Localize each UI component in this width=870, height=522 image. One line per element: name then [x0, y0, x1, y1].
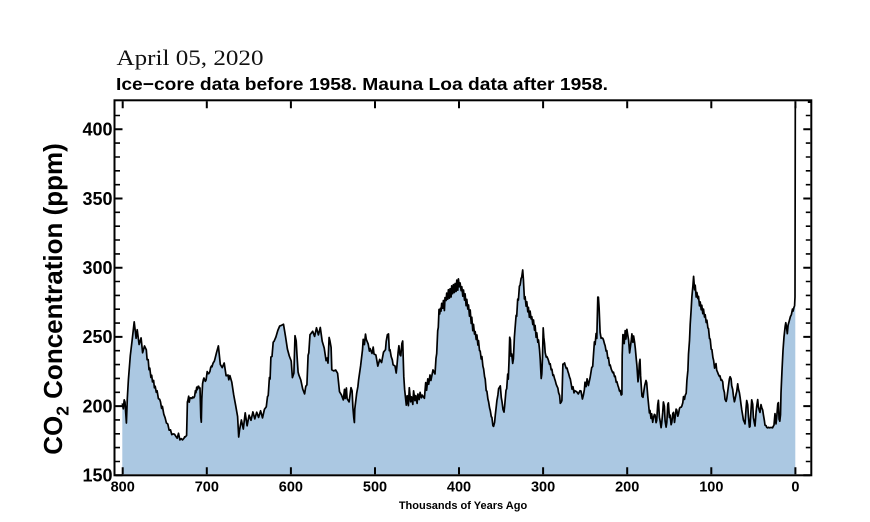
svg-text:0: 0: [791, 480, 799, 496]
svg-text:250: 250: [82, 327, 112, 347]
svg-text:300: 300: [82, 258, 112, 278]
svg-text:500: 500: [363, 480, 387, 496]
svg-text:300: 300: [531, 480, 555, 496]
svg-text:400: 400: [447, 480, 471, 496]
svg-text:600: 600: [279, 480, 303, 496]
svg-text:April 05, 2020: April 05, 2020: [117, 45, 264, 70]
svg-text:100: 100: [699, 480, 723, 496]
svg-text:Thousands of Years Ago: Thousands of Years Ago: [399, 500, 528, 512]
svg-text:200: 200: [615, 480, 639, 496]
svg-text:400: 400: [82, 120, 112, 140]
svg-text:200: 200: [82, 396, 112, 416]
svg-text:CO2 Concentration (ppm): CO2 Concentration (ppm): [38, 143, 73, 455]
svg-text:800: 800: [111, 480, 135, 496]
svg-text:700: 700: [195, 480, 219, 496]
svg-text:150: 150: [82, 466, 112, 486]
svg-text:Ice−core data before 1958. Mau: Ice−core data before 1958. Mauna Loa dat…: [116, 74, 608, 94]
svg-text:350: 350: [82, 189, 112, 209]
